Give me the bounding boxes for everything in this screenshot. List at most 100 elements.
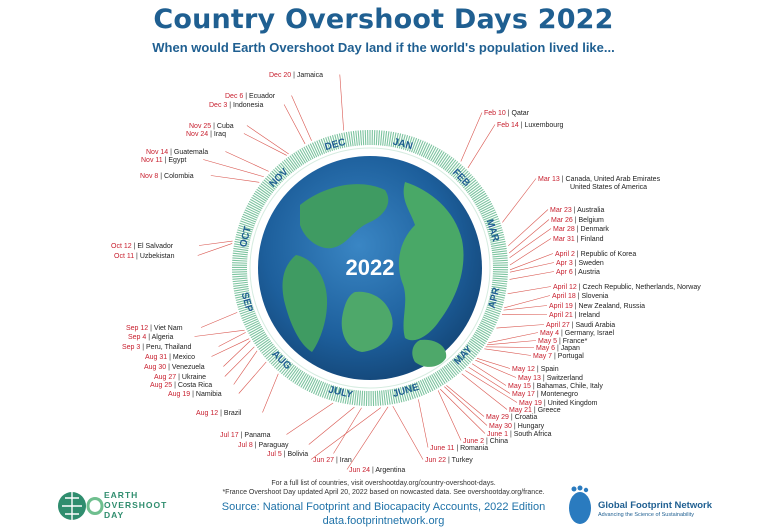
leader-line bbox=[503, 305, 548, 311]
country-entry: Nov 24 | Iraq bbox=[186, 131, 226, 138]
gfn-name: Global Footprint Network bbox=[598, 500, 712, 511]
country-entries: Feb 10 | Qatar Feb 14 | Luxembourg Mar 13 … bbox=[111, 72, 701, 474]
entry-date: Jun 22 bbox=[425, 457, 446, 464]
entry-countries: Jamaica bbox=[297, 72, 323, 79]
source-line: Source: National Footprint and Biocapaci… bbox=[221, 501, 546, 513]
entry-date: Aug 27 bbox=[154, 374, 176, 381]
entry-date: Mar 13 bbox=[538, 176, 560, 183]
entry-countries: Switzerland bbox=[547, 375, 583, 382]
leader-line bbox=[262, 373, 279, 413]
country-entry: April 12 | Czech Republic, Netherlands, … bbox=[553, 284, 701, 291]
entry-date: Nov 25 bbox=[189, 123, 211, 130]
leader-line bbox=[461, 373, 508, 410]
entry-countries: Panama bbox=[244, 432, 270, 439]
entry-date: Aug 12 bbox=[196, 410, 218, 417]
country-entry: June 1 | South Africa bbox=[487, 431, 552, 438]
entry-countries: Greece bbox=[538, 407, 561, 414]
entry-countries: Algeria bbox=[152, 334, 174, 341]
entry-date: Sep 4 bbox=[128, 334, 146, 341]
entry-countries: Uzbekistan bbox=[140, 253, 175, 260]
loop-arrow-icon bbox=[86, 497, 104, 515]
leader-line bbox=[509, 228, 552, 259]
country-entry: Jun 24 | Argentina bbox=[349, 467, 405, 474]
entry-date: May 19 bbox=[519, 400, 542, 407]
leader-line bbox=[509, 238, 552, 266]
entry-date: May 17 bbox=[512, 391, 535, 398]
leader-line bbox=[437, 390, 462, 441]
leader-line bbox=[339, 74, 344, 131]
entry-date: Mar 31 bbox=[553, 236, 575, 243]
page-subtitle: When would Earth Overshoot Day land if t… bbox=[152, 40, 615, 55]
leader-line bbox=[224, 346, 255, 377]
center-year: 2022 bbox=[346, 255, 395, 280]
leader-line bbox=[225, 151, 269, 172]
entry-date: April 21 bbox=[549, 312, 573, 319]
entry-date: Jun 24 bbox=[349, 467, 370, 474]
entry-countries: Denmark bbox=[581, 226, 610, 233]
entry-countries: Portugal bbox=[558, 353, 585, 360]
entry-date: June 1 bbox=[487, 431, 508, 438]
leader-line bbox=[509, 271, 555, 280]
entry-countries: New Zealand, Russia bbox=[578, 303, 645, 310]
entry-countries: Slovenia bbox=[581, 293, 608, 300]
entry-countries: Spain bbox=[541, 366, 559, 373]
entry-date: Aug 30 bbox=[144, 364, 166, 371]
entry-countries: Argentina bbox=[375, 467, 405, 474]
country-entry: May 29 | Croatia bbox=[486, 414, 537, 421]
country-entry: June 2 | China bbox=[463, 438, 508, 445]
entry-countries: France* bbox=[563, 338, 588, 345]
entry-countries: United Kingdom bbox=[548, 400, 598, 407]
leader-line bbox=[468, 366, 511, 394]
entry-date: April 27 bbox=[546, 322, 570, 329]
leader-line bbox=[484, 348, 532, 356]
entry-date: May 12 bbox=[512, 366, 535, 373]
leader-line bbox=[218, 332, 246, 347]
leader-line bbox=[418, 399, 429, 448]
country-entry: Apr 6 | Austria bbox=[556, 269, 600, 276]
entry-date: Mar 28 bbox=[553, 226, 575, 233]
country-entry: May 12 | Spain bbox=[512, 366, 559, 373]
entry-date: May 13 bbox=[518, 375, 541, 382]
entry-date: Oct 12 bbox=[111, 243, 132, 250]
entry-countries: South Africa bbox=[514, 431, 552, 438]
entry-countries: Republic of Korea bbox=[581, 251, 637, 258]
month-label: OCT bbox=[238, 225, 254, 248]
entry-countries: Egypt bbox=[168, 157, 186, 164]
entry-date: Mar 26 bbox=[551, 217, 573, 224]
month-label: JAN bbox=[392, 137, 414, 153]
leader-line bbox=[504, 295, 551, 309]
source-url[interactable]: data.footprintnetwork.org bbox=[322, 515, 445, 527]
leader-line bbox=[439, 388, 486, 434]
country-entry: May 5 | France* bbox=[538, 338, 588, 345]
leader-line bbox=[197, 243, 233, 256]
leader-line bbox=[496, 324, 545, 329]
leader-line bbox=[392, 405, 424, 460]
entry-date: Mar 23 bbox=[550, 207, 572, 214]
entry-date: May 4 bbox=[540, 330, 559, 337]
entry-date: April 2 bbox=[555, 251, 575, 258]
country-entry: Sep 12 | Viet Nam bbox=[126, 325, 183, 332]
leader-line bbox=[243, 133, 287, 156]
country-entry: Aug 12 | Brazil bbox=[196, 410, 242, 417]
entry-countries: Australia bbox=[577, 207, 604, 214]
leader-line bbox=[210, 175, 260, 183]
month-label: JULY bbox=[327, 385, 354, 401]
leader-line bbox=[509, 262, 555, 273]
leader-line bbox=[246, 125, 289, 155]
entry-date: Aug 19 bbox=[168, 391, 190, 398]
entry-date: Oct 11 bbox=[114, 253, 134, 260]
entry-date: Dec 6 bbox=[225, 93, 243, 100]
footnote-list: For a full list of countries, visit over… bbox=[271, 480, 496, 487]
country-entry: May 21 | Greece bbox=[509, 407, 561, 414]
country-entry: May 7 | Portugal bbox=[533, 353, 584, 360]
country-entry: May 19 | United Kingdom bbox=[519, 400, 598, 407]
country-entry: April 27 | Saudi Arabia bbox=[546, 322, 615, 329]
entry-date: Nov 8 bbox=[140, 173, 158, 180]
entry-date: Aug 25 bbox=[150, 382, 172, 389]
leader-line bbox=[502, 178, 537, 223]
entry-countries: Indonesia bbox=[233, 102, 263, 109]
country-entry: Aug 30 | Venezuela bbox=[144, 364, 205, 371]
footprint-icon bbox=[569, 492, 591, 524]
entry-date: May 5 bbox=[538, 338, 557, 345]
